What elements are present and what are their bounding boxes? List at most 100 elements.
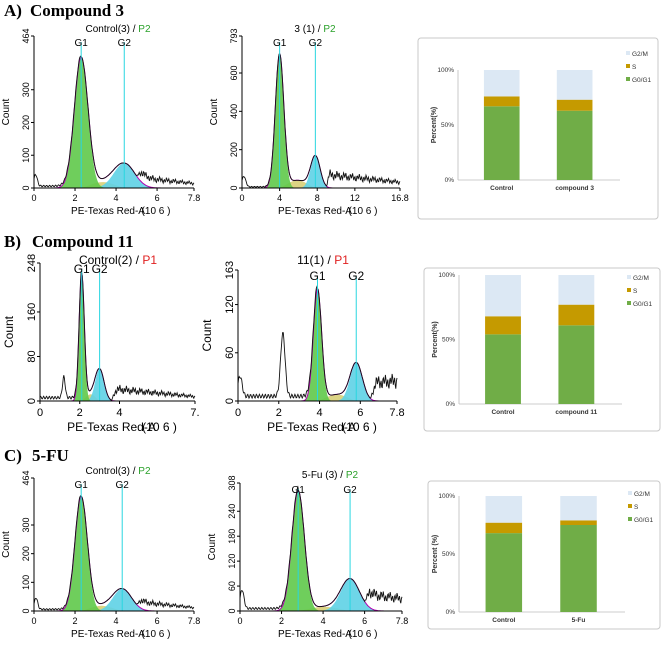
y-tick-label: 100% [438, 493, 455, 500]
x-tick-label: 16.8 [391, 193, 409, 203]
g2-peak-area [242, 155, 400, 188]
bar-segment-g2-m-0 [485, 275, 521, 317]
bar-segment-s-1 [556, 99, 593, 111]
gate-marker-label-g2: G2 [116, 480, 130, 491]
gate-marker-label-g2: G2 [309, 38, 323, 49]
panel-title-sample: 5-Fu (3) / [302, 470, 346, 481]
legend-swatch-s [628, 504, 632, 508]
histogram-control-3-a: G1 G2 0 2 4 6 7.8 0 100 200 300 464 PE-Texas Red-A(1… [1, 24, 200, 217]
g1-peak-area [240, 490, 402, 611]
y-axis-title: Percent(%) [432, 321, 439, 358]
y-tick-label: 200 [229, 142, 239, 157]
gate-marker-label-g2: G2 [343, 485, 357, 496]
y-axis-title: Count [209, 98, 220, 125]
y-axis-title: Percent(%) [431, 107, 438, 144]
y-tick-label: 200 [21, 546, 31, 561]
bar-segment-g0-g1-0 [485, 533, 523, 612]
gate-marker-label-g1: G1 [75, 38, 89, 49]
legend-swatch-g0-g1 [626, 77, 630, 81]
legend-swatch-g2-m [627, 275, 631, 279]
gate-marker-label-g2: G2 [92, 262, 108, 276]
y-tick-label: 200 [21, 115, 31, 130]
bar-segment-g0-g1-1 [558, 325, 595, 404]
x-tick-label: 6 [362, 616, 367, 626]
y-tick-label: 160 [26, 303, 38, 321]
y-tick-label: 0% [446, 401, 456, 408]
panel-title-sample: 3 (1) / [294, 24, 323, 35]
y-tick-label: 50% [442, 551, 455, 558]
y-tick-label: 0 [229, 185, 239, 190]
histogram-control-3-c: G1 G2 0 2 4 6 7.8 0 100 200 300 464 PE-Texas Red-A(1… [1, 466, 200, 640]
gate-marker-label-g2: G2 [118, 38, 132, 49]
x-tick-label: 2 [77, 407, 83, 419]
y-tick-label: 0 [21, 608, 31, 613]
g1-peak-area [40, 273, 195, 401]
panel-title-gate: P2 [346, 470, 359, 481]
x-tick-label: 6 [357, 407, 363, 419]
y-tick-label: 0 [227, 608, 237, 613]
panel-title: Control(3) / P2 [85, 24, 150, 35]
y-tick-label: 80 [26, 350, 38, 362]
legend-label: S [634, 504, 639, 511]
legend-label: S [632, 64, 637, 71]
y-tick-label: 0% [446, 609, 456, 616]
histogram-curve [39, 271, 196, 401]
panel-title-sample: Control(3) / [85, 24, 138, 35]
bar-segment-g2-m-1 [560, 496, 597, 521]
x-tick-label: 4 [321, 616, 326, 626]
histogram-curve [241, 53, 401, 188]
x-tick-label: 7.8 [188, 193, 201, 203]
g2-peak-area [34, 588, 194, 611]
panel-title: Control(3) / P2 [85, 466, 150, 477]
y-axis-title: Percent (%) [432, 535, 439, 574]
histogram-5fu: G1 G2 0 2 4 6 7.8 0 60 120 180 240 308 PE-Texas Red-A… [207, 470, 408, 640]
bar-segment-g2-m-0 [483, 70, 520, 97]
bar-segment-s-0 [485, 316, 521, 335]
bar-segment-g0-g1-1 [560, 525, 597, 612]
bar-chart-compound-11: 0% 50% 100% Percent(%) Control compound 11 G2/… [423, 267, 661, 432]
g1-peak-area [34, 57, 194, 188]
bar-segment-s-1 [558, 304, 595, 326]
x-tick-label: 2 [279, 616, 284, 626]
category-label: 5-Fu [572, 617, 586, 624]
y-tick-label: 308 [227, 475, 237, 490]
category-label: compound 3 [555, 185, 594, 192]
y-tick-label: 100% [438, 272, 455, 279]
category-label: Control [490, 185, 513, 192]
y-tick-label: 248 [26, 254, 38, 272]
y-tick-label: 0 [224, 398, 236, 404]
x-axis-unit: (10 6 ) [142, 206, 171, 217]
model-fit-line [34, 56, 194, 189]
x-axis-title: PE-Texas Red-A [278, 206, 352, 217]
panel-title-gate: P2 [138, 466, 151, 477]
histogram-control-2-b: G1 G2 0 2 4 7. 0 80 160 248 PE-Texas Red-A(10 6 ) C… [2, 253, 200, 434]
x-axis-unit: (10 6 ) [349, 206, 378, 217]
panel-title-sample: 11(1) / [297, 253, 334, 267]
x-axis-unit: (10 6 ) [142, 629, 171, 640]
x-tick-label: 7.8 [188, 616, 201, 626]
x-tick-label: 6 [155, 616, 160, 626]
histogram-curve [239, 485, 403, 611]
x-tick-label: 6 [155, 193, 160, 203]
legend-swatch-s [626, 64, 630, 68]
x-tick-label: 0 [31, 616, 36, 626]
y-axis-title: Count [1, 531, 12, 558]
histogram-curve [33, 55, 195, 188]
legend-label: G2/M [632, 51, 648, 58]
g2-peak-area [238, 362, 397, 401]
x-tick-label: 0 [31, 193, 36, 203]
x-tick-label: 2 [73, 616, 78, 626]
x-tick-label: 4 [116, 407, 122, 419]
legend-swatch-g2-m [626, 51, 630, 55]
section-title-5fu: 5-FU [32, 446, 69, 465]
g2-peak-area [34, 163, 194, 188]
y-axis-title: Count [200, 319, 214, 352]
x-tick-label: 7.8 [389, 407, 404, 419]
bar-segment-g2-m-0 [485, 496, 523, 523]
histogram-compound-3: G1 G2 0 4 8 12 16.8 0 200 400 600 793 PE-Texas Red-A… [209, 24, 409, 217]
model-fit-line [240, 489, 402, 612]
bar-segment-g0-g1-0 [483, 106, 520, 180]
bar-chart-compound-3: 0% 50% 100% Percent(%) Control compound 3 G2/M… [417, 37, 659, 220]
x-axis-title: PE-Texas Red-A [267, 420, 356, 434]
y-tick-label: 50% [441, 122, 454, 129]
